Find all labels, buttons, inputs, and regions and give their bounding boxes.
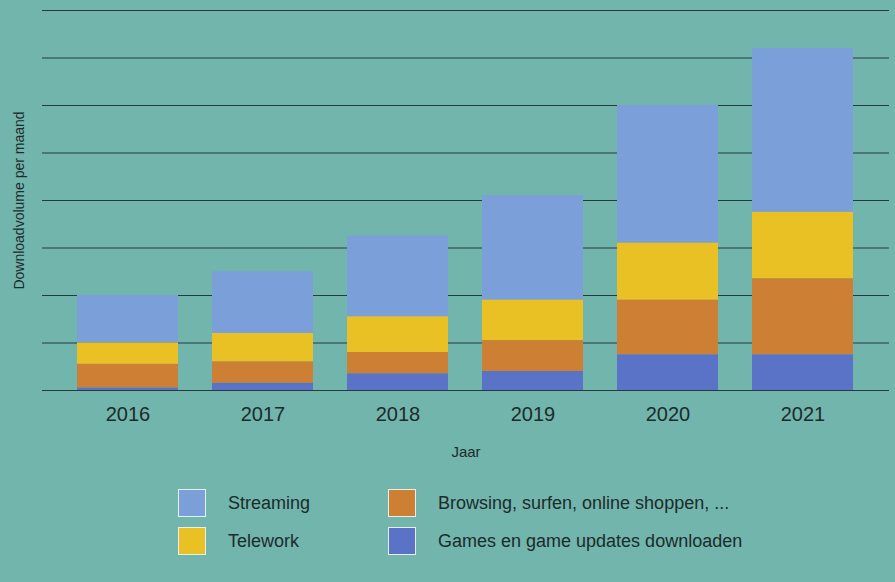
html-text:Streaming: Streaming <box>228 492 310 513</box>
svg-text:Jaar: Jaar <box>451 443 480 460</box>
svg-text:2021: 2021 <box>781 403 826 425</box>
svg-text:2019: 2019 <box>511 403 556 425</box>
svg-text:Downloadvolume per maand: Downloadvolume per maand <box>11 111 27 289</box>
html-text:Browsing, surfen, online shopp: Browsing, surfen, online shoppen, ... <box>438 492 730 513</box>
svg-text:2016: 2016 <box>106 403 151 425</box>
svg-text:2017: 2017 <box>241 403 286 425</box>
svg-text:2018: 2018 <box>376 403 421 425</box>
html-text:Games en game updates download: Games en game updates downloaden <box>438 530 743 551</box>
html-text:Telework: Telework <box>228 530 299 551</box>
svg-text:2020: 2020 <box>646 403 691 425</box>
